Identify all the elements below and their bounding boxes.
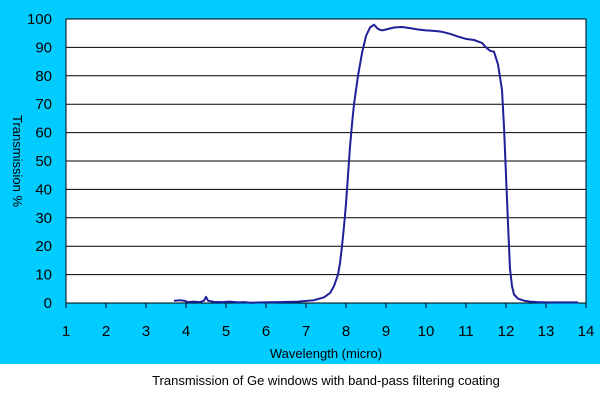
x-tick-label: 14 xyxy=(578,323,595,340)
series-line-1 xyxy=(173,23,578,304)
y-tick-label: 40 xyxy=(35,181,52,198)
x-tick-label: 11 xyxy=(458,323,474,340)
data-series xyxy=(173,23,578,304)
x-tick-label: 5 xyxy=(222,323,230,340)
x-tick-labels: 1 2 3 4 5 6 7 8 9 10 11 12 13 14 xyxy=(62,323,595,340)
y-tick-label: 50 xyxy=(35,153,52,170)
x-tick-label: 13 xyxy=(538,323,555,340)
x-tick-label: 9 xyxy=(382,323,390,340)
y-tick-label: 60 xyxy=(35,125,52,142)
x-tick-label: 1 xyxy=(62,323,70,340)
y-tick-label: 0 xyxy=(44,295,52,312)
x-tick-label: 7 xyxy=(302,323,310,340)
y-tick-labels: 0 10 20 30 40 50 60 70 80 90 100 xyxy=(27,11,52,312)
x-tick-label: 2 xyxy=(102,323,110,340)
x-tick-label: 12 xyxy=(498,323,515,340)
y-tick-label: 70 xyxy=(35,96,52,113)
x-tick-label: 4 xyxy=(182,323,190,340)
y-tick-label: 20 xyxy=(35,238,52,255)
y-tick-label: 100 xyxy=(27,11,52,28)
y-axis-label: Transmission % xyxy=(10,115,25,207)
x-tick-label: 6 xyxy=(262,323,270,340)
y-tick-label: 80 xyxy=(35,68,52,85)
y-tick-label: 90 xyxy=(35,39,52,56)
chart-caption: Transmission of Ge windows with band-pas… xyxy=(152,373,500,388)
axes xyxy=(65,303,587,308)
y-tick-label: 30 xyxy=(35,210,52,227)
x-tick-label: 3 xyxy=(142,323,150,340)
gridlines xyxy=(66,18,586,304)
x-tick-label: 10 xyxy=(418,323,435,340)
x-tick-label: 8 xyxy=(342,323,350,340)
x-axis-label: Wavelength (micro) xyxy=(270,346,382,361)
y-tick-label: 10 xyxy=(35,267,52,284)
